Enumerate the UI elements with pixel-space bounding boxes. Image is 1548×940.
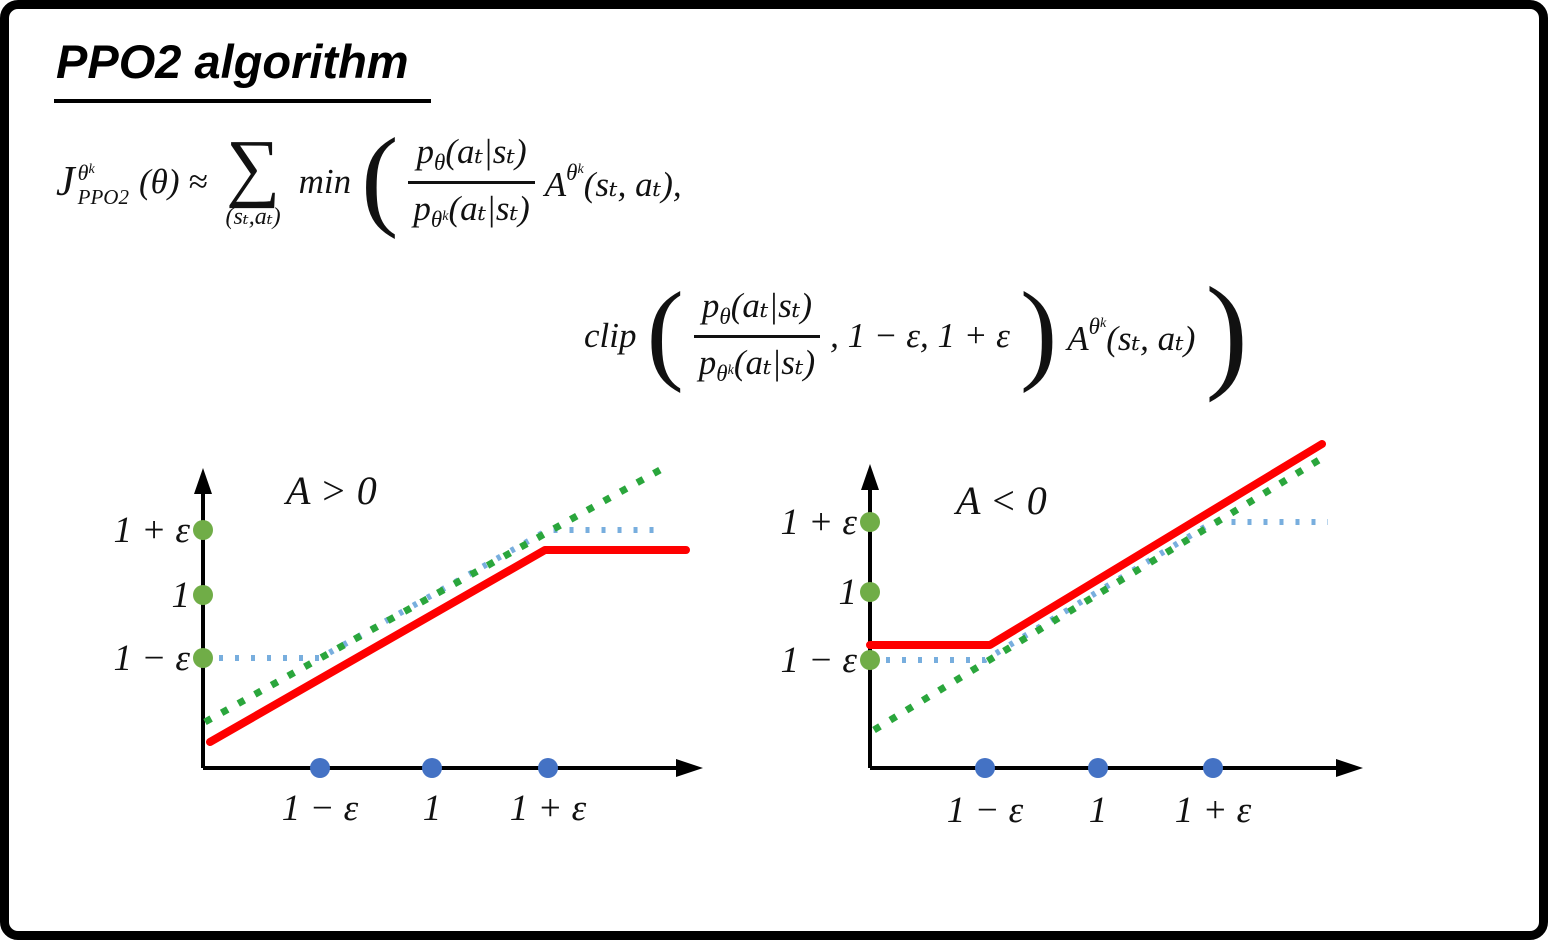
objective-min-line: [866, 440, 1326, 649]
A-superscript: θk: [1089, 314, 1107, 339]
p-symbol: p: [701, 285, 720, 325]
k-superscript: k: [1099, 315, 1107, 331]
action-state-args: (aₜ|sₜ): [445, 131, 527, 171]
k-superscript: k: [727, 362, 734, 378]
fraction-numerator: pθ(aₜ|sₜ): [697, 286, 817, 335]
y-label-1: 1: [172, 575, 191, 616]
y-label-1minus-eps: 1 − ε: [780, 640, 857, 681]
fraction-denominator: pθk(aₜ|sₜ): [693, 334, 821, 387]
y-tick-dot-1: [193, 585, 213, 605]
big-open-paren: (: [646, 270, 684, 394]
fraction-numerator: pθ(aₜ|sₜ): [412, 132, 532, 181]
theta-arg-approx: (θ) ≈: [138, 162, 208, 201]
x-tick-dot-1: [1088, 758, 1108, 778]
p-theta-subscript: θ: [719, 304, 730, 329]
ppo2-objective-formula: J θk PPO2 (θ) ≈ ∑ (sₜ,aₜ) min ( pθ(aₜ|sₜ…: [56, 122, 1248, 400]
x-label-1minus-eps: 1 − ε: [947, 790, 1024, 831]
p-thetak-subscript: θk: [716, 361, 734, 386]
big-close-paren: ): [1019, 270, 1058, 394]
y-tick-dot-1plus-eps: [860, 512, 880, 532]
J-symbol: J: [56, 158, 75, 205]
k-superscript: k: [577, 161, 584, 177]
summation: ∑ (sₜ,aₜ): [225, 125, 281, 230]
summation-index: (sₜ,aₜ): [225, 203, 281, 230]
x-label-1: 1: [1089, 790, 1108, 831]
k-superscript: k: [442, 208, 449, 224]
k-superscript: k: [88, 161, 95, 177]
plot-a-negative: 1 + ε 1 1 − ε 1 − ε 1 1 + ε A < 0: [780, 440, 1363, 831]
x-tick-dot-1: [422, 758, 442, 778]
clip-bounds: , 1 − ε, 1 + ε: [830, 316, 1010, 355]
theta-symbol: θ: [1088, 313, 1100, 339]
p-thetak-subscript: θk: [431, 207, 449, 232]
plot-title-a-negative: A < 0: [953, 478, 1047, 523]
J-subscript: PPO2: [77, 184, 129, 209]
unclipped-ratio-line: [872, 454, 1326, 733]
advantage-term: Aθk(sₜ, aₜ),: [545, 160, 682, 205]
y-label-1plus-eps: 1 + ε: [780, 502, 857, 543]
theta-symbol: θ: [434, 149, 446, 175]
A-superscript: θk: [566, 160, 584, 185]
p-symbol: p: [413, 188, 431, 228]
theta-symbol: θ: [77, 159, 89, 185]
A-symbol: A: [544, 164, 567, 204]
formula-line-2: clip ( pθ(aₜ|sₜ) pθk(aₜ|sₜ) , 1 − ε, 1 +…: [584, 268, 1248, 400]
theta-symbol: θ: [430, 206, 443, 232]
x-label-1: 1: [423, 788, 442, 829]
action-state-args: (aₜ|sₜ): [730, 285, 813, 325]
p-symbol: p: [698, 342, 717, 382]
y-tick-dot-1minus-eps: [193, 648, 213, 668]
min-operator: min: [298, 162, 352, 201]
outer-close-paren: ): [1205, 261, 1249, 403]
clipped-ratio-line: [870, 519, 1328, 663]
theta-symbol: θ: [716, 360, 728, 386]
x-tick-dot-1minus-eps: [310, 758, 330, 778]
J-superscript: θk: [77, 159, 95, 186]
x-label-1minus-eps: 1 − ε: [282, 788, 359, 829]
y-tick-dot-1minus-eps: [860, 650, 880, 670]
clip-operator: clip: [584, 316, 637, 355]
plot-a-positive: 1 + ε 1 1 − ε 1 − ε 1 1 + ε A > 0: [113, 466, 703, 829]
formula-line-1: J θk PPO2 (θ) ≈ ∑ (sₜ,aₜ) min ( pθ(aₜ|sₜ…: [56, 122, 1248, 238]
y-tick-dot-1: [860, 582, 880, 602]
theta-symbol: θ: [566, 159, 578, 185]
y-label-1plus-eps: 1 + ε: [113, 510, 190, 551]
objective-min-line: [206, 546, 690, 746]
y-label-1: 1: [839, 572, 858, 613]
probability-ratio-fraction: pθ(aₜ|sₜ) pθk(aₜ|sₜ): [408, 132, 535, 233]
p-theta-subscript: θ: [434, 150, 445, 175]
J-scripts: θk PPO2: [77, 159, 129, 209]
action-state-args: (aₜ|sₜ): [733, 342, 816, 382]
x-axis-arrow: [1336, 759, 1363, 777]
x-tick-dot-1plus-eps: [538, 758, 558, 778]
page-title: PPO2 algorithm: [54, 34, 431, 103]
x-label-1plus-eps: 1 + ε: [1175, 790, 1252, 831]
x-tick-dot-1minus-eps: [975, 758, 995, 778]
y-axis-arrow: [861, 464, 879, 490]
y-axis-arrow: [194, 468, 212, 494]
big-open-paren: (: [361, 116, 399, 240]
x-axis-arrow: [676, 759, 703, 777]
fraction-denominator: pθk(aₜ|sₜ): [408, 180, 535, 233]
sigma-symbol: ∑: [225, 125, 281, 210]
J-term: J θk PPO2: [56, 158, 129, 209]
action-state-args: (aₜ|sₜ): [448, 188, 530, 228]
theta-symbol: θ: [719, 303, 731, 329]
unclipped-ratio-line: [203, 466, 662, 726]
advantage-term: Aθk(sₜ, aₜ): [1067, 314, 1195, 359]
p-symbol: p: [416, 131, 435, 171]
x-tick-dot-1plus-eps: [1203, 758, 1223, 778]
plot-title-a-positive: A > 0: [283, 468, 377, 513]
x-label-1plus-eps: 1 + ε: [510, 788, 587, 829]
state-action-args: (sₜ, aₜ): [1106, 318, 1196, 358]
state-action-args: (sₜ, aₜ),: [583, 164, 682, 204]
y-tick-dot-1plus-eps: [193, 520, 213, 540]
probability-ratio-fraction: pθ(aₜ|sₜ) pθk(aₜ|sₜ): [693, 286, 821, 387]
A-symbol: A: [1067, 318, 1089, 358]
y-label-1minus-eps: 1 − ε: [113, 638, 190, 679]
